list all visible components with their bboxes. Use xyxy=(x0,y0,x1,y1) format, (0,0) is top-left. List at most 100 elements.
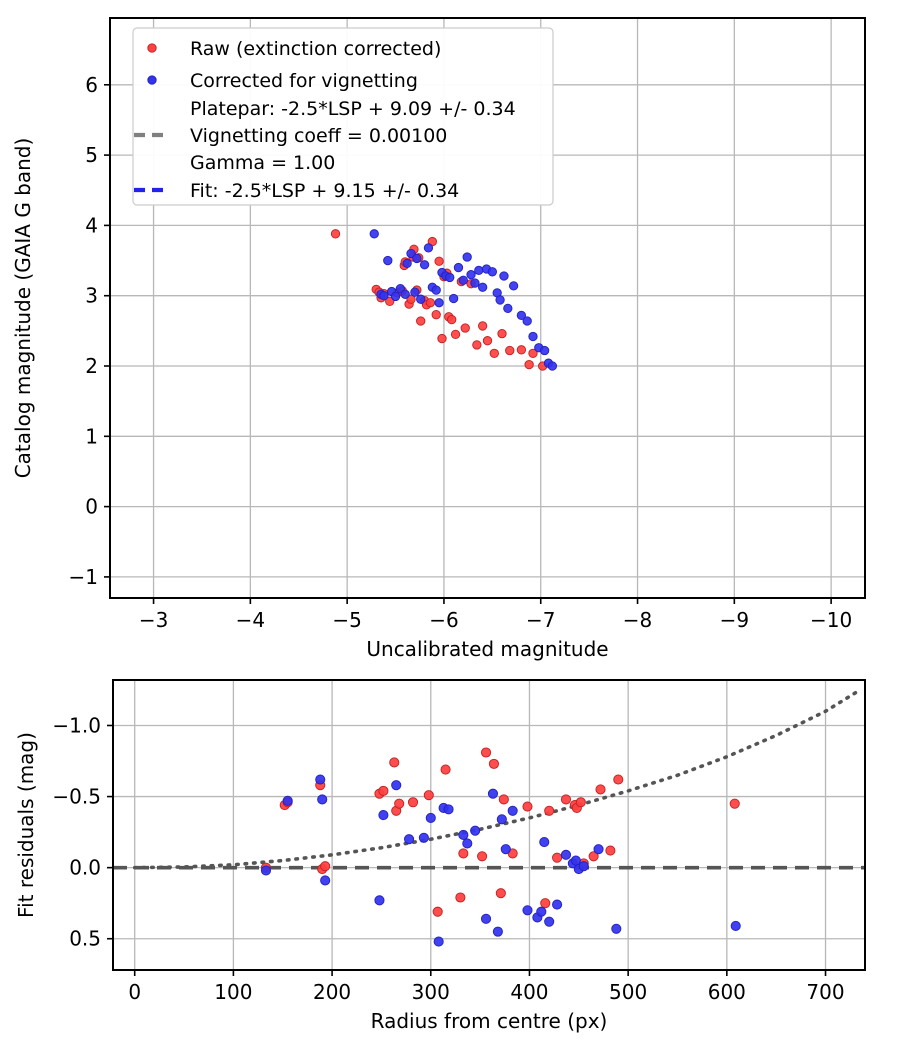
scatter-corrected-point xyxy=(445,272,455,283)
ytick-label: 5 xyxy=(85,143,98,167)
ytick-label: 6 xyxy=(85,73,98,97)
xtick-label: −9 xyxy=(720,608,749,632)
residual-raw-point xyxy=(458,848,469,859)
residual-raw-point xyxy=(488,758,499,769)
scatter-raw-point xyxy=(472,340,482,350)
scatter-corrected-point xyxy=(379,291,389,301)
legend-label: Corrected for vignetting xyxy=(190,70,418,92)
scatter-raw-point xyxy=(528,348,538,358)
scatter-raw-point xyxy=(437,333,447,344)
scatter-corrected-point xyxy=(478,282,488,292)
residual-corrected-point xyxy=(570,855,581,866)
residual-raw-point xyxy=(605,845,616,856)
scatter-corrected-point xyxy=(499,271,509,281)
scatter-raw-point xyxy=(416,316,426,326)
residual-corrected-point xyxy=(404,834,415,845)
residual-corrected-point xyxy=(418,832,429,843)
xtick-label: −6 xyxy=(429,608,458,632)
residual-corrected-point xyxy=(500,844,511,855)
legend-label: Vignetting coeff = 0.00100 xyxy=(190,125,447,147)
residual-corrected-point xyxy=(315,774,326,785)
scatter-corrected-point xyxy=(390,291,401,302)
scatter-corrected-point xyxy=(474,265,484,276)
scatter-corrected-group xyxy=(369,229,558,371)
scatter-corrected-point xyxy=(462,252,472,262)
residual-corrected-point xyxy=(539,837,550,848)
residual-corrected-point xyxy=(522,905,533,916)
residual-corrected-point xyxy=(593,844,604,855)
scatter-corrected-point xyxy=(369,229,379,239)
scatter-corrected-point xyxy=(416,294,426,304)
xtick-label: −8 xyxy=(623,608,652,632)
scatter-raw-point xyxy=(330,229,341,239)
residual-corrected-point xyxy=(507,805,518,816)
residual-raw-point xyxy=(540,898,551,909)
residual-raw-point xyxy=(544,805,555,816)
residual-raw-point xyxy=(480,747,492,758)
residual-corrected-point xyxy=(496,814,507,825)
scatter-raw-point xyxy=(385,296,395,306)
residual-corrected-point xyxy=(443,804,454,815)
scatter-raw-point xyxy=(434,256,444,266)
top-panel-frame xyxy=(109,17,866,599)
residual-corrected-point xyxy=(378,809,389,821)
ytick-label: 0.0 xyxy=(69,856,101,880)
residual-raw-point xyxy=(588,851,599,862)
vignetting-curve xyxy=(132,688,862,870)
scatter-corrected-point xyxy=(458,275,468,285)
xtick-label: 0 xyxy=(128,980,141,1004)
ytick-label: 0.5 xyxy=(69,927,101,951)
residual-corrected-group xyxy=(260,774,741,947)
xtick-label: 300 xyxy=(412,980,450,1004)
scatter-raw-point xyxy=(460,323,470,333)
residual-raw-point xyxy=(729,798,740,809)
residual-corrected-point xyxy=(458,829,469,841)
scatter-corrected-point xyxy=(522,316,532,326)
scatter-corrected-point xyxy=(528,331,538,342)
scatter-corrected-point xyxy=(470,278,480,288)
residual-corrected-point xyxy=(425,812,436,823)
residual-corrected-point xyxy=(260,865,272,876)
residual-raw-point xyxy=(407,797,419,808)
xtick-label: 200 xyxy=(313,980,351,1004)
scatter-corrected-point xyxy=(539,345,550,356)
xtick-label: 100 xyxy=(214,980,252,1004)
residual-raw-point xyxy=(613,774,624,785)
residual-corrected-point xyxy=(578,861,589,872)
scatter-corrected-point xyxy=(383,255,393,266)
legend-marker-corrected xyxy=(147,75,157,85)
residual-panel-scatter xyxy=(260,747,741,947)
xtick-label: −5 xyxy=(332,608,361,632)
ytick-label: −0.5 xyxy=(52,785,101,809)
scatter-corrected-point xyxy=(448,293,459,304)
xtick-label: 400 xyxy=(510,980,548,1004)
legend-marker-raw xyxy=(147,43,157,53)
residual-corrected-point xyxy=(462,838,473,849)
ytick-label: 0 xyxy=(85,495,98,519)
legend-label: Raw (extinction corrected) xyxy=(190,38,441,60)
residual-raw-point xyxy=(423,790,434,801)
ytick-label: 3 xyxy=(85,284,98,308)
residual-raw-point xyxy=(440,764,451,775)
legend: Raw (extinction corrected) Corrected for … xyxy=(132,27,554,206)
scatter-corrected-point xyxy=(516,310,527,321)
ytick-label: −1 xyxy=(69,565,98,589)
scatter-corrected-point xyxy=(503,303,513,314)
xtick-label: −4 xyxy=(236,608,265,632)
residual-raw-point xyxy=(394,798,405,809)
scatter-corrected-point xyxy=(466,269,476,280)
scatter-corrected-point xyxy=(453,262,464,273)
residual-raw-point xyxy=(498,794,509,805)
xtick-label: −7 xyxy=(526,608,555,632)
ytick-label: −1.0 xyxy=(52,713,101,737)
scatter-raw-point xyxy=(505,345,515,356)
residual-corrected-point xyxy=(433,936,444,947)
residual-raw-point xyxy=(595,784,606,795)
residual-panel-lines xyxy=(113,688,865,870)
residual-raw-point xyxy=(320,861,331,872)
residual-raw-point xyxy=(389,757,400,768)
residual-corrected-point xyxy=(492,926,503,937)
residual-corrected-point xyxy=(560,849,572,860)
